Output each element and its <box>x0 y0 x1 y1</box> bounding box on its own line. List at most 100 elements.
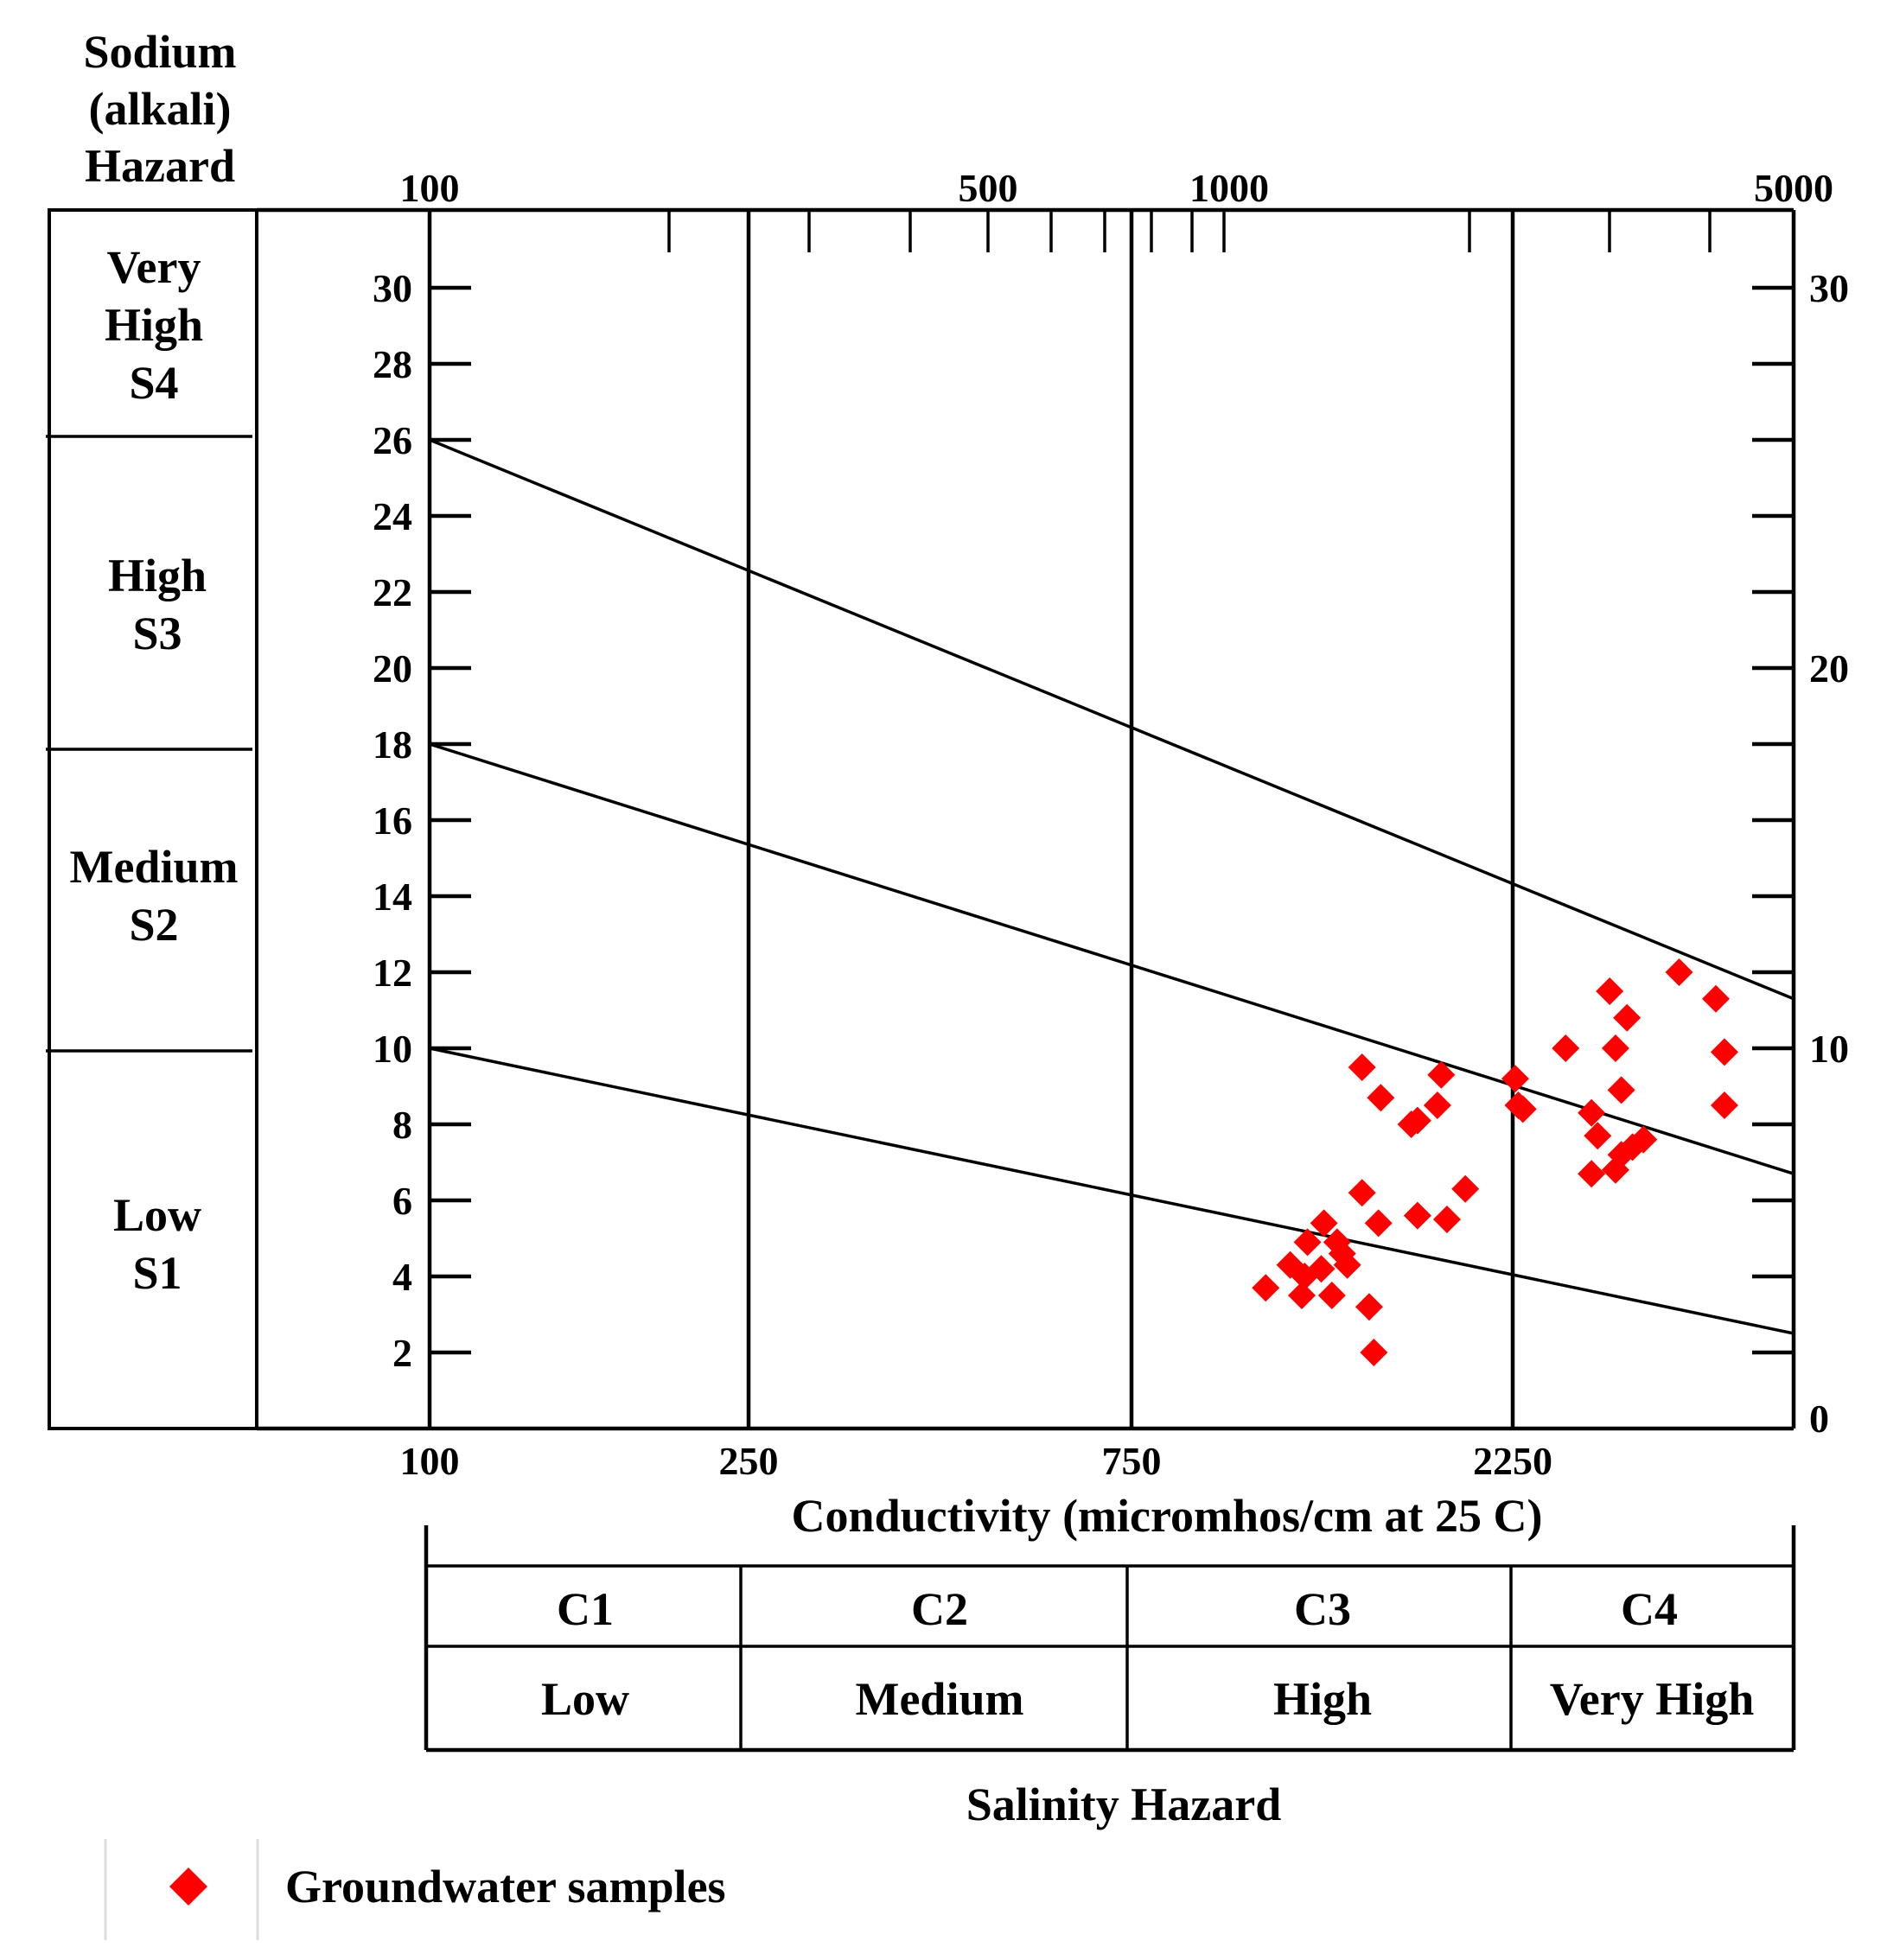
boundary-line-s2-s3 <box>429 742 1795 1175</box>
y-tick-label: 20 <box>373 646 412 690</box>
y-tick-label: 4 <box>392 1255 412 1299</box>
sodium-class-s4: Very High S4 <box>105 241 203 409</box>
y-tick-label: 24 <box>373 494 412 538</box>
data-point <box>1252 1274 1280 1302</box>
boundary-line-s3-s4 <box>429 438 1795 1001</box>
y-tick-label: 16 <box>373 799 412 843</box>
boundary-line-s1-s2 <box>429 1047 1795 1335</box>
groundwater-samples-series <box>1252 958 1738 1366</box>
salinity-class-level: Very High <box>1550 1673 1755 1725</box>
left-header-line-3: Hazard <box>85 140 235 192</box>
y-tick-label: 18 <box>373 722 412 767</box>
data-point <box>1355 1293 1383 1321</box>
data-point <box>1364 1209 1393 1238</box>
sodium-class-label: S4 <box>129 357 178 409</box>
y-tick-label: 2 <box>392 1331 412 1375</box>
data-point <box>1596 977 1624 1005</box>
data-point <box>1629 1125 1658 1154</box>
y-tick-label: 8 <box>392 1103 412 1147</box>
right-y-axis: 0 10 20 30 <box>1752 266 1849 1441</box>
data-point <box>1348 1179 1376 1207</box>
sodium-class-s2: Medium S2 <box>70 841 239 951</box>
data-point <box>1552 1034 1580 1062</box>
data-point <box>1293 1228 1322 1257</box>
left-header-line-2: (alkali) <box>88 83 231 135</box>
y-tick-label: 6 <box>392 1179 412 1223</box>
salinity-class-level: Low <box>541 1673 629 1725</box>
data-point <box>1307 1255 1336 1283</box>
y-tick-label: 10 <box>373 1027 412 1071</box>
top-axis-label: 1000 <box>1189 166 1269 210</box>
left-header: Sodium (alkali) Hazard <box>83 26 236 192</box>
y-tick-label: 30 <box>373 266 412 310</box>
top-axis-ticks <box>667 210 1712 252</box>
data-point <box>1710 1038 1738 1066</box>
x-axis-title: Conductivity (micromhos/cm at 25 C) <box>792 1490 1543 1542</box>
data-point <box>1665 958 1693 986</box>
sodium-class-panel <box>48 208 258 1430</box>
data-point <box>1423 1091 1451 1119</box>
data-point <box>1288 1282 1316 1309</box>
salinity-class-code: C1 <box>557 1583 614 1635</box>
y-tick-label: 12 <box>373 951 412 995</box>
data-point <box>1701 984 1730 1013</box>
salinity-class-code: C2 <box>911 1583 968 1635</box>
data-point <box>1360 1339 1388 1366</box>
data-point <box>1451 1174 1480 1203</box>
data-point <box>1310 1209 1338 1238</box>
sodium-class-label: S2 <box>129 899 178 951</box>
data-point <box>1333 1250 1361 1279</box>
sodium-class-label: Low <box>113 1189 201 1241</box>
sodium-class-s1: Low S1 <box>113 1189 201 1299</box>
data-point <box>1710 1091 1738 1119</box>
data-point <box>1607 1076 1635 1104</box>
bottom-axis-label: 2250 <box>1473 1439 1552 1483</box>
sodium-class-label: S3 <box>132 608 182 659</box>
y-tick-label: 28 <box>373 342 412 386</box>
top-axis-label: 5000 <box>1754 166 1833 210</box>
data-point <box>1367 1084 1395 1112</box>
y-tick-label: 14 <box>373 875 412 919</box>
y-tick-label: 22 <box>373 570 412 614</box>
sodium-boundary-lines <box>429 438 1795 1335</box>
data-point <box>1601 1034 1629 1062</box>
salinity-class-level: High <box>1273 1673 1372 1725</box>
bottom-axis-label: 100 <box>400 1439 460 1483</box>
data-point <box>1432 1206 1461 1233</box>
salinity-class-code: C4 <box>1621 1583 1678 1635</box>
data-point <box>1578 1098 1606 1127</box>
salinity-table: C1 C2 C3 C4 Low Medium High Very High <box>424 1525 1796 1753</box>
data-point <box>1508 1095 1537 1123</box>
sodium-class-label: High <box>108 550 207 601</box>
salinity-class-level: Medium <box>856 1673 1024 1725</box>
data-point <box>1403 1201 1431 1230</box>
sodium-class-label: Very <box>107 241 201 293</box>
sodium-class-label: S1 <box>132 1247 182 1299</box>
sodium-class-s3: High S3 <box>108 550 207 659</box>
salinity-hazard-title: Salinity Hazard <box>966 1779 1282 1830</box>
legend: Groundwater samples <box>104 1839 726 1940</box>
top-axis-label: 100 <box>400 166 460 210</box>
legend-label: Groundwater samples <box>285 1861 726 1912</box>
legend-diamond-icon <box>169 1868 207 1906</box>
data-point <box>1427 1060 1456 1089</box>
left-header-line-1: Sodium <box>83 26 236 78</box>
y-tick-label: 26 <box>373 418 412 462</box>
data-point <box>1348 1053 1376 1081</box>
top-axis-label: 500 <box>959 166 1018 210</box>
data-point <box>1584 1122 1612 1150</box>
sodium-class-label: High <box>105 299 203 351</box>
right-y-tick-label: 20 <box>1809 646 1849 690</box>
bottom-axis-label: 750 <box>1102 1439 1162 1483</box>
data-point <box>1317 1282 1346 1309</box>
data-point <box>1403 1106 1431 1135</box>
bottom-axis-label: 250 <box>719 1439 779 1483</box>
sodium-class-label: Medium <box>70 841 239 893</box>
right-y-tick-label: 30 <box>1809 266 1849 310</box>
data-point <box>1578 1160 1606 1188</box>
right-y-tick-label: 0 <box>1809 1397 1829 1441</box>
data-point <box>1501 1065 1529 1093</box>
right-y-tick-label: 10 <box>1809 1027 1849 1071</box>
